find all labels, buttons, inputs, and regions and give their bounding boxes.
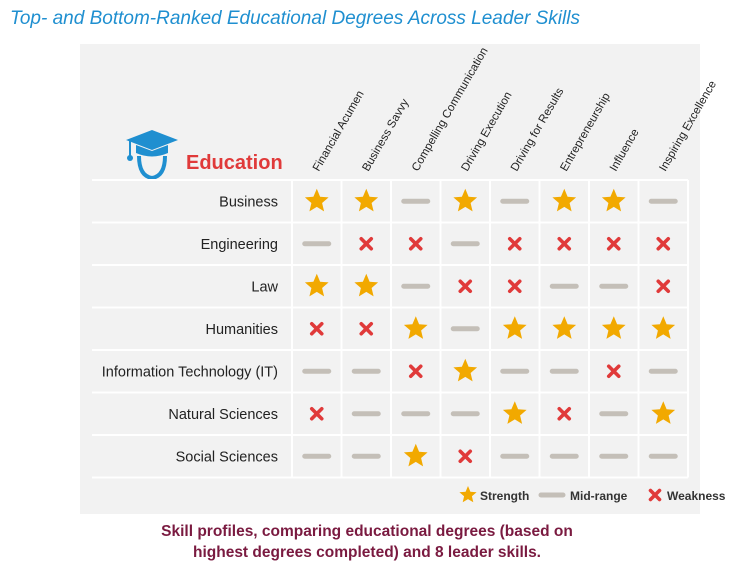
caption-line-2: highest degrees completed) and 8 leader … (192, 544, 541, 561)
row-label: Natural Sciences (168, 407, 278, 423)
row-label: Engineering (201, 237, 278, 253)
row-label: Information Technology (IT) (102, 364, 278, 380)
weakness-x-icon (309, 321, 324, 336)
row-label: Law (251, 279, 278, 295)
weakness-x-icon (458, 279, 473, 294)
column-header: Driving for Results (509, 86, 566, 174)
weakness-x-icon (656, 279, 671, 294)
legend-x-icon (648, 488, 662, 502)
column-header: Inspiring Excellence (657, 79, 719, 174)
column-header: Driving Execution (459, 90, 514, 173)
weakness-x-icon (458, 449, 473, 464)
strength-star-icon (453, 358, 478, 382)
caption-line-1: Skill profiles, comparing educational de… (161, 523, 573, 540)
weakness-x-icon (507, 236, 522, 251)
legend-label: Mid-range (570, 489, 628, 503)
strength-star-icon (403, 316, 428, 339)
strength-star-icon (601, 316, 626, 339)
column-header: Entrepreneurship (558, 91, 613, 173)
row-label: Business (219, 194, 278, 210)
caption: Skill profiles, comparing educational de… (0, 521, 734, 563)
strength-star-icon (403, 443, 428, 467)
legend-star-icon (459, 486, 477, 503)
chart-title: Top- and Bottom-Ranked Educational Degre… (10, 8, 580, 29)
strength-star-icon (502, 316, 527, 339)
weakness-x-icon (507, 279, 522, 294)
strength-star-icon (354, 188, 379, 212)
strength-star-icon (304, 273, 329, 297)
weakness-x-icon (359, 236, 374, 251)
strength-star-icon (601, 188, 626, 212)
weakness-x-icon (309, 406, 324, 421)
weakness-x-icon (606, 236, 621, 251)
weakness-x-icon (408, 364, 423, 379)
strength-star-icon (502, 401, 527, 424)
weakness-x-icon (359, 321, 374, 336)
strength-star-icon (651, 316, 676, 339)
row-label: Humanities (205, 322, 278, 338)
legend-label: Weakness (667, 489, 726, 503)
column-header: Influence (608, 127, 642, 173)
strength-star-icon (552, 316, 577, 339)
weakness-x-icon (408, 236, 423, 251)
row-label: Social Sciences (176, 449, 278, 465)
column-header: Financial Acumen (311, 89, 367, 174)
weakness-x-icon (656, 236, 671, 251)
legend-label: Strength (480, 489, 529, 503)
graduation-cap-icon (126, 130, 178, 181)
strength-star-icon (304, 188, 329, 212)
weakness-x-icon (606, 364, 621, 379)
strength-star-icon (453, 188, 478, 212)
education-label: Education (186, 152, 283, 174)
strength-star-icon (354, 273, 379, 297)
column-header: Business Savvy (360, 97, 411, 174)
strength-star-icon (552, 188, 577, 212)
weakness-x-icon (557, 406, 572, 421)
strength-star-icon (651, 401, 676, 424)
weakness-x-icon (557, 236, 572, 251)
